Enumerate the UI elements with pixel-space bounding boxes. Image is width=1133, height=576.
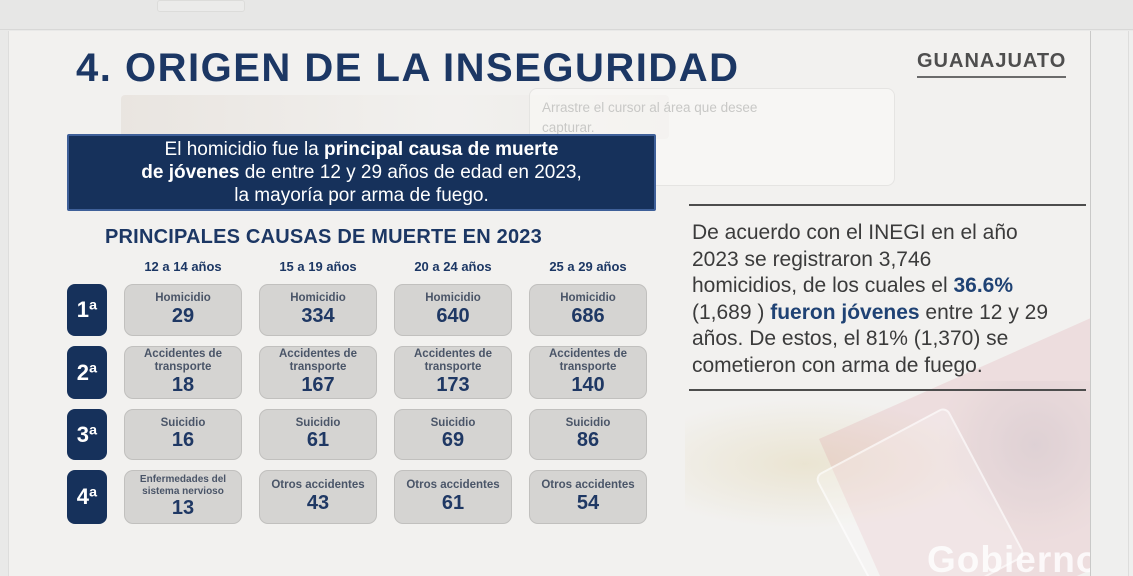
cause-value: 640	[436, 304, 470, 327]
note-line: cometieron con arma de fuego.	[692, 353, 983, 377]
divider-line	[689, 389, 1086, 391]
note-line: años. De estos, el 81% (1,370) se	[692, 327, 1009, 350]
cause-label: Otros accidentes	[406, 479, 500, 492]
table-cell: Homicidio 334	[259, 284, 377, 336]
inegi-note: De acuerdo con el INEGI en el año 2023 s…	[692, 220, 1090, 379]
cause-label: Enfermedades del sistema nervioso	[139, 474, 227, 497]
cause-label: Accidentes de transporte	[144, 348, 222, 373]
faded-photo-artifact	[939, 381, 1090, 541]
cause-value: 43	[306, 491, 330, 514]
cause-label: Homicidio	[425, 292, 481, 305]
table-cell: Accidentes de transporte 18	[124, 346, 242, 399]
note-line: homicidios, de los cuales el 36.6%	[692, 274, 1014, 297]
cause-value: 173	[436, 373, 470, 396]
age-column-header: 25 a 29 años	[549, 259, 627, 274]
age-column-header: 12 a 14 años	[144, 259, 222, 274]
rank-badge: 4ª	[67, 470, 107, 524]
table-cell: Homicidio 686	[529, 284, 647, 336]
banner-line: El homicidio fue la principal causa de m…	[164, 139, 559, 160]
table-cell: Accidentes de transporte 167	[259, 346, 377, 399]
table-cell: Suicidio 61	[259, 409, 377, 460]
key-statement-banner: El homicidio fue la principal causa de m…	[67, 134, 656, 211]
cause-label: Suicidio	[160, 416, 206, 429]
cause-value: 61	[306, 429, 330, 452]
table-cell: Enfermedades del sistema nervioso 13	[124, 470, 242, 524]
table-cell: Accidentes de transporte 173	[394, 346, 512, 399]
cause-value: 16	[171, 429, 195, 452]
cause-label: Otros accidentes	[541, 479, 635, 492]
banner-line: de jóvenes de entre 12 y 29 años de edad…	[141, 162, 582, 183]
faded-photo-artifact	[121, 95, 669, 139]
rank-badge: 1ª	[67, 284, 107, 336]
age-column-header: 15 a 19 años	[279, 259, 357, 274]
region-label: GUANAJUATO	[917, 50, 1067, 78]
table-cell: Suicidio 16	[124, 409, 242, 460]
table-title: PRINCIPALES CAUSAS DE MUERTE EN 2023	[105, 226, 542, 248]
cause-label: Accidentes de transporte	[549, 348, 627, 373]
table-cell: Otros accidentes 54	[529, 470, 647, 524]
divider-line	[689, 204, 1086, 206]
table-cell: Suicidio 86	[529, 409, 647, 460]
table-cell: Accidentes de transporte 140	[529, 346, 647, 399]
cause-label: Homicidio	[155, 292, 211, 305]
cause-value: 686	[571, 304, 605, 327]
rank-badge: 3ª	[67, 409, 107, 460]
cause-value: 29	[171, 304, 195, 327]
cause-label: Suicidio	[295, 416, 341, 429]
cause-label: Homicidio	[560, 292, 616, 305]
cause-label: Accidentes de transporte	[279, 348, 357, 373]
cause-label: Accidentes de transporte	[414, 348, 492, 373]
causes-table: 12 a 14 años 15 a 19 años 20 a 24 años 2…	[67, 254, 647, 524]
table-corner-spacer	[67, 254, 107, 274]
top-window-strip	[0, 0, 1133, 30]
note-line: 2023 se registraron 3,746	[692, 247, 932, 271]
cause-value: 167	[301, 373, 335, 396]
slide-title: 4. ORIGEN DE LA INSEGURIDAD	[76, 46, 740, 90]
cause-value: 13	[171, 496, 195, 519]
presentation-slide: Gobierno 4. ORIGEN DE LA INSEGURIDAD GUA…	[8, 31, 1090, 576]
note-line: (1,689 ) fueron jóvenes entre 12 y 29	[692, 300, 1049, 324]
cause-label: Suicidio	[565, 416, 611, 429]
cause-value: 18	[171, 373, 195, 396]
cause-value: 61	[441, 491, 465, 514]
banner-line: la mayoría por arma de fuego.	[234, 185, 489, 206]
cause-value: 54	[576, 491, 600, 514]
note-line: De acuerdo con el INEGI en el año	[692, 221, 1018, 244]
cause-value: 140	[571, 373, 605, 396]
cause-label: Homicidio	[290, 292, 346, 305]
cause-value: 334	[301, 304, 335, 327]
cause-value: 86	[576, 429, 600, 452]
age-column-header: 20 a 24 años	[414, 259, 492, 274]
faded-toolbar-artifact	[157, 0, 245, 12]
capture-hint-text: Arrastre el cursor al área que desee cap…	[542, 100, 758, 136]
gobierno-watermark: Gobierno	[927, 539, 1090, 576]
table-cell: Homicidio 29	[124, 284, 242, 336]
cause-label: Otros accidentes	[271, 479, 365, 492]
table-cell: Otros accidentes 61	[394, 470, 512, 524]
table-cell: Suicidio 69	[394, 409, 512, 460]
table-cell: Homicidio 640	[394, 284, 512, 336]
table-cell: Otros accidentes 43	[259, 470, 377, 524]
faded-photo-artifact	[685, 399, 985, 529]
cause-value: 69	[441, 429, 465, 452]
rank-badge: 2ª	[67, 346, 107, 399]
cause-label: Suicidio	[430, 416, 476, 429]
right-window-strip	[1090, 31, 1133, 576]
